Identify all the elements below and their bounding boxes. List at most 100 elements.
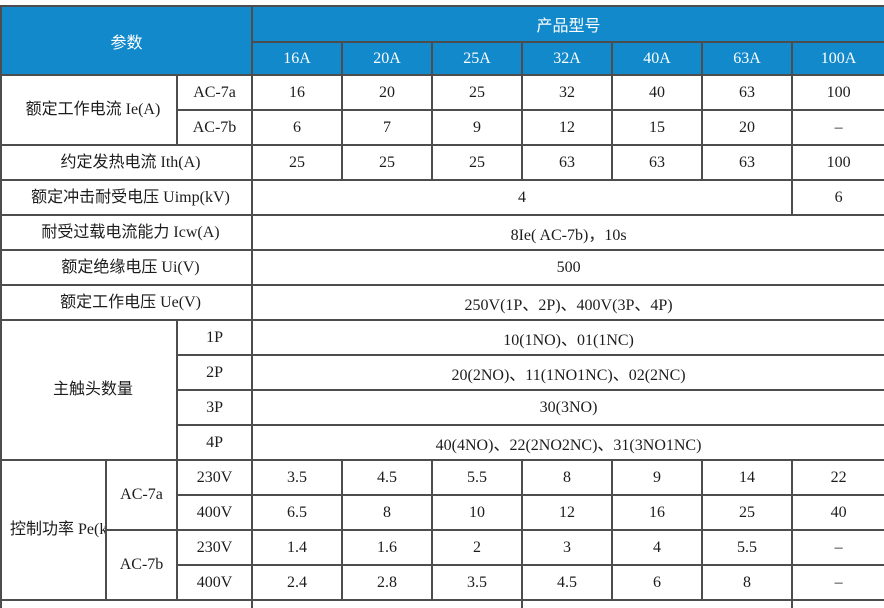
cell-pa400-25a: 10 <box>431 494 524 531</box>
cell-ie-ac7b-20a: 7 <box>341 109 434 146</box>
row-contacts-1p: 主触头数量 1P 10(1NO)、01(1NC) <box>0 319 884 461</box>
cell-pa230-20a: 4.5 <box>341 459 434 496</box>
row-ith: 约定发热电流 Ith(A) 25 25 25 63 63 63 100 <box>0 144 884 181</box>
cell-ith-63a: 63 <box>701 144 794 181</box>
cell-ie-ac7b-63a: 20 <box>701 109 794 146</box>
cell-pb400-100a: – <box>791 564 884 601</box>
sublabel-ac7a: AC-7a <box>175 74 254 111</box>
cell-pb230-32a: 3 <box>521 529 614 566</box>
cell-ie-ac7a-32a: 32 <box>521 74 614 111</box>
row-label-uimp: 额定冲击耐受电压 Uimp(kV) <box>0 179 254 216</box>
cell-pb230-16a: 1.4 <box>251 529 344 566</box>
row-power-ac7b-400v: 400V 2.4 2.8 3.5 4.5 6 8 – <box>1 564 884 601</box>
cell-pb230-63a: 5.5 <box>701 529 794 566</box>
cell-ie-ac7b-16a: 6 <box>251 109 344 146</box>
cell-contacts-4p: 40(4NO)、22(2NO2NC)、31(3NO1NC) <box>251 424 884 461</box>
col-header-63a: 63A <box>701 41 794 76</box>
cell-ith-32a: 63 <box>521 144 614 181</box>
col-header-25a: 25A <box>431 41 524 76</box>
cell-uimp-16a-63a: 4 <box>251 179 794 216</box>
cell-ie-ac7b-32a: 12 <box>521 109 614 146</box>
cell-pa400-100a: 40 <box>791 494 884 531</box>
sublabel-power-ac7b-230v: 230V <box>175 529 254 566</box>
row-power-ac7a-230v: 控制功率 Pe(kW) AC-7a 230V 3.5 4.5 5.5 8 9 1… <box>0 459 884 601</box>
header-row-columns: 16A 20A 25A 32A 40A 63A 100A <box>1 41 884 76</box>
row-partial-clipped <box>0 599 884 608</box>
sublabel-4p: 4P <box>175 424 254 461</box>
partial-cell-2 <box>521 599 794 608</box>
cell-contacts-3p: 30(3NO) <box>251 389 884 426</box>
sublabel-1p: 1P <box>175 319 254 356</box>
cell-pa230-63a: 14 <box>701 459 794 496</box>
partial-cell-3 <box>791 599 884 608</box>
row-ie-ac7a: 额定工作电流 Ie(A) AC-7a 16 20 25 32 40 63 100 <box>0 74 884 146</box>
cell-pa400-40a: 16 <box>611 494 704 531</box>
cell-ie-ac7b-25a: 9 <box>431 109 524 146</box>
row-label-ie: 额定工作电流 Ie(A) <box>0 74 178 146</box>
sublabel-ac7b: AC-7b <box>175 109 254 146</box>
sublabel-power-ac7b-400v: 400V <box>175 564 254 601</box>
cell-pb230-20a: 1.6 <box>341 529 434 566</box>
row-ie-ac7b: AC-7b 6 7 9 12 15 20 – <box>1 109 884 146</box>
partial-cell-label <box>0 599 254 608</box>
row-ue: 额定工作电压 Ue(V) 250V(1P、2P)、400V(3P、4P) <box>0 284 884 321</box>
cell-pb230-100a: – <box>791 529 884 566</box>
row-label-ue: 额定工作电压 Ue(V) <box>0 284 254 321</box>
row-label-power: 控制功率 Pe(kW) <box>0 459 107 601</box>
sublabel-power-ac7a-400v: 400V <box>175 494 254 531</box>
row-label-ith: 约定发热电流 Ith(A) <box>0 144 254 181</box>
cell-pb400-32a: 4.5 <box>521 564 614 601</box>
cell-icw-all: 8Ie( AC-7b)，10s <box>251 214 884 251</box>
cell-ie-ac7a-16a: 16 <box>251 74 344 111</box>
cell-ie-ac7a-20a: 20 <box>341 74 434 111</box>
cell-pb230-25a: 2 <box>431 529 524 566</box>
col-header-40a: 40A <box>611 41 704 76</box>
cell-pa400-16a: 6.5 <box>251 494 344 531</box>
row-contacts-2p: 2P 20(2NO)、11(1NO1NC)、02(2NC) <box>1 354 884 391</box>
cell-ui-all: 500 <box>251 249 884 286</box>
sublabel-power-ac7a: AC-7a <box>105 459 178 531</box>
cell-ith-20a: 25 <box>341 144 434 181</box>
cell-ie-ac7a-63a: 63 <box>701 74 794 111</box>
cell-pb400-16a: 2.4 <box>251 564 344 601</box>
cell-pa400-32a: 12 <box>521 494 614 531</box>
cell-pa230-32a: 8 <box>521 459 614 496</box>
cell-pb400-20a: 2.8 <box>341 564 434 601</box>
col-header-20a: 20A <box>341 41 434 76</box>
row-uimp: 额定冲击耐受电压 Uimp(kV) 4 6 <box>0 179 884 216</box>
cell-pa400-63a: 25 <box>701 494 794 531</box>
param-header: 参数 <box>0 5 254 76</box>
cell-contacts-2p: 20(2NO)、11(1NO1NC)、02(2NC) <box>251 354 884 391</box>
cell-ie-ac7a-100a: 100 <box>791 74 884 111</box>
cell-pa230-25a: 5.5 <box>431 459 524 496</box>
cell-pb400-40a: 6 <box>611 564 704 601</box>
cell-ie-ac7a-25a: 25 <box>431 74 524 111</box>
sublabel-power-ac7a-230v: 230V <box>175 459 254 496</box>
partial-cell-1 <box>251 599 524 608</box>
cell-ue-all: 250V(1P、2P)、400V(3P、4P) <box>251 284 884 321</box>
header-row-group: 参数 产品型号 <box>0 5 884 76</box>
model-group-header: 产品型号 <box>251 5 884 43</box>
cell-contacts-1p: 10(1NO)、01(1NC) <box>251 319 884 356</box>
cell-uimp-100a: 6 <box>791 179 884 216</box>
col-header-16a: 16A <box>251 41 344 76</box>
row-label-icw: 耐受过载电流能力 Icw(A) <box>0 214 254 251</box>
cell-ith-16a: 25 <box>251 144 344 181</box>
row-power-ac7b-230v: AC-7b 230V 1.4 1.6 2 3 4 5.5 – <box>1 529 884 601</box>
cell-ith-40a: 63 <box>611 144 704 181</box>
row-contacts-4p: 4P 40(4NO)、22(2NO2NC)、31(3NO1NC) <box>1 424 884 461</box>
row-label-contacts: 主触头数量 <box>0 319 178 461</box>
cell-ith-100a: 100 <box>791 144 884 181</box>
cell-ith-25a: 25 <box>431 144 524 181</box>
col-header-100a: 100A <box>791 41 884 76</box>
cell-pb400-25a: 3.5 <box>431 564 524 601</box>
row-power-ac7a-400v: 400V 6.5 8 10 12 16 25 40 <box>1 494 884 531</box>
sublabel-2p: 2P <box>175 354 254 391</box>
cell-ie-ac7b-100a: – <box>791 109 884 146</box>
col-header-32a: 32A <box>521 41 614 76</box>
row-icw: 耐受过载电流能力 Icw(A) 8Ie( AC-7b)，10s <box>0 214 884 251</box>
cell-pa230-16a: 3.5 <box>251 459 344 496</box>
sublabel-power-ac7b: AC-7b <box>105 529 178 601</box>
spec-table: 参数 产品型号 16A 20A 25A 32A 40A 63A 100A 额定工… <box>0 5 884 608</box>
cell-pb230-40a: 4 <box>611 529 704 566</box>
